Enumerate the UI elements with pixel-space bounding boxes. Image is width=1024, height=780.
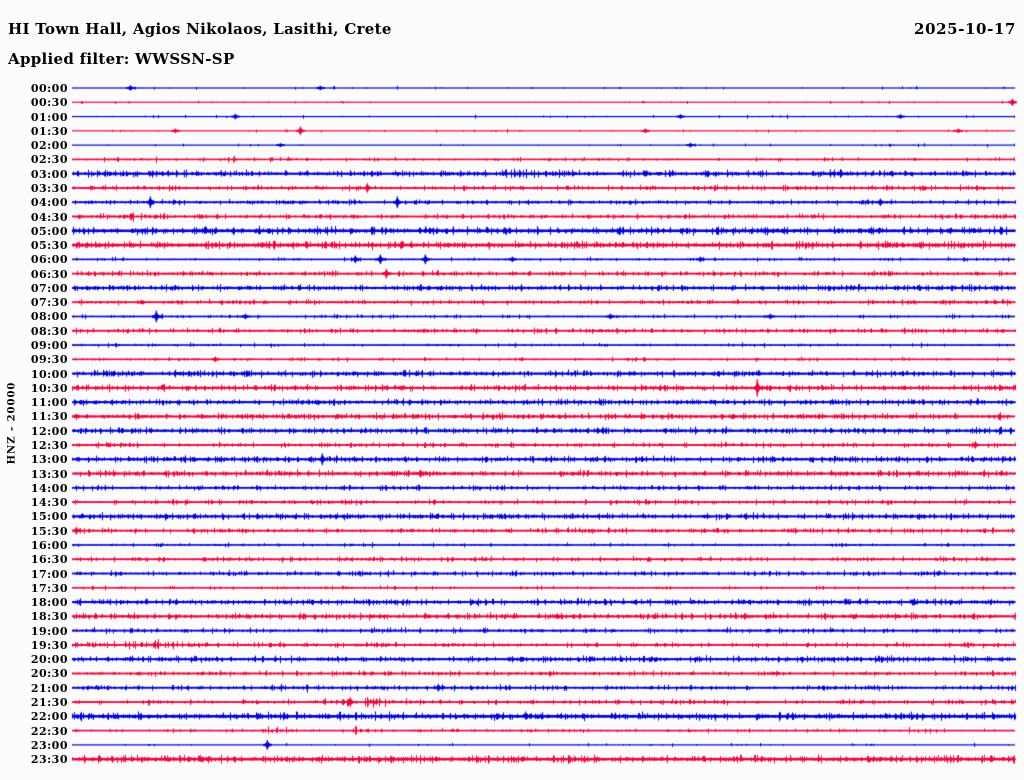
seismogram-canvas bbox=[0, 0, 1024, 780]
